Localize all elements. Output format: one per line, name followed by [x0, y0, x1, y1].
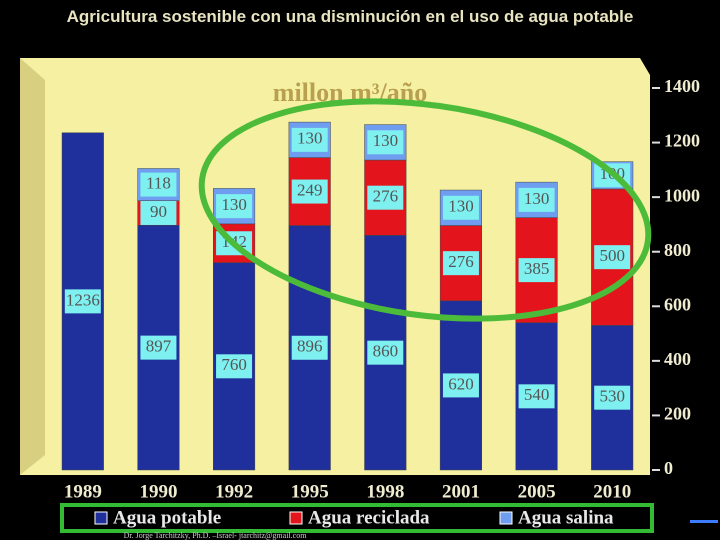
value-label-bg: [518, 187, 555, 212]
value-label: 860: [373, 342, 399, 361]
value-label-bg: [216, 354, 253, 379]
value-label-bg: [140, 200, 177, 225]
value-label: 130: [221, 195, 247, 214]
value-label-bg: [291, 179, 328, 204]
y-tick-label: 400: [664, 349, 691, 369]
legend: Agua potable Agua reciclada Agua salina: [60, 503, 654, 533]
value-label-bg: [291, 127, 328, 152]
x-tick-label: 1989: [64, 481, 102, 502]
value-label: 896: [297, 337, 323, 356]
legend-box: [60, 503, 654, 533]
value-label: 130: [297, 129, 323, 148]
value-label-bg: [64, 289, 101, 314]
y-tick-label: 200: [664, 404, 691, 424]
decor: [690, 520, 718, 523]
x-tick-label: 2001: [442, 481, 480, 502]
value-label: 130: [373, 131, 399, 150]
value-label-bg: [367, 340, 404, 365]
value-label-bg: [367, 185, 404, 210]
marks: 0 200 400 600 800 1000 1200 1400 1989 1236 1990 897…: [61, 76, 700, 502]
value-label: 276: [373, 187, 399, 206]
value-label: 620: [448, 374, 474, 393]
value-label: 897: [146, 337, 172, 356]
plot-wall: [20, 58, 45, 475]
value-label: 130: [448, 197, 474, 216]
y-tick-label: 1200: [664, 131, 700, 151]
chart-title: Agricultura sostenible con una disminuci…: [66, 7, 634, 26]
x-tick-label: 1998: [366, 481, 404, 502]
highlight-ellipse: [198, 98, 652, 322]
x-tick-label: 1992: [215, 481, 253, 502]
value-label-bg: [216, 194, 253, 219]
x-tick-label: 1995: [291, 481, 329, 502]
y-tick-label: 1000: [664, 185, 700, 205]
value-label-bg: [442, 373, 479, 398]
value-label-bg: [442, 251, 479, 276]
x-tick-label: 2010: [593, 481, 631, 502]
y-tick-label: 800: [664, 240, 691, 260]
value-label: 385: [524, 259, 550, 278]
value-label-bg: [594, 245, 631, 270]
y-tick-label: 0: [664, 458, 673, 478]
value-label: 1236: [66, 290, 100, 309]
value-label: 760: [221, 355, 247, 374]
value-label-bg: [140, 335, 177, 360]
x-tick-label: 1990: [139, 481, 177, 502]
legend-swatch: [94, 511, 108, 525]
value-label: 118: [146, 173, 171, 192]
value-label: 249: [297, 180, 323, 199]
value-label: 500: [599, 246, 625, 265]
value-label-bg: [442, 195, 479, 220]
value-label-bg: [594, 385, 631, 410]
legend-swatch: [499, 511, 513, 525]
value-label: 540: [524, 385, 550, 404]
legend-label: Agua salina: [518, 507, 614, 528]
legend-swatch: [289, 511, 303, 525]
value-label-bg: [367, 130, 404, 155]
value-label-bg: [518, 384, 555, 409]
x-tick-label: 2005: [518, 481, 556, 502]
value-label-bg: [140, 172, 177, 197]
value-label: 90: [150, 202, 167, 221]
y-tick-label: 600: [664, 294, 691, 314]
legend-label: Agua reciclada: [308, 507, 430, 528]
value-label-bg: [518, 258, 555, 283]
y-tick-label: 1400: [664, 76, 700, 96]
footer: Dr. Jorge Tarchitzky, Ph.D. –Israel- jta…: [124, 531, 308, 540]
value-label: 530: [599, 387, 625, 406]
value-label-bg: [291, 335, 328, 360]
value-label: 130: [524, 189, 550, 208]
title-box: Agricultura sostenible con una disminuci…: [66, 7, 634, 26]
legend-label: Agua potable: [113, 507, 221, 528]
value-label: 276: [448, 252, 474, 271]
